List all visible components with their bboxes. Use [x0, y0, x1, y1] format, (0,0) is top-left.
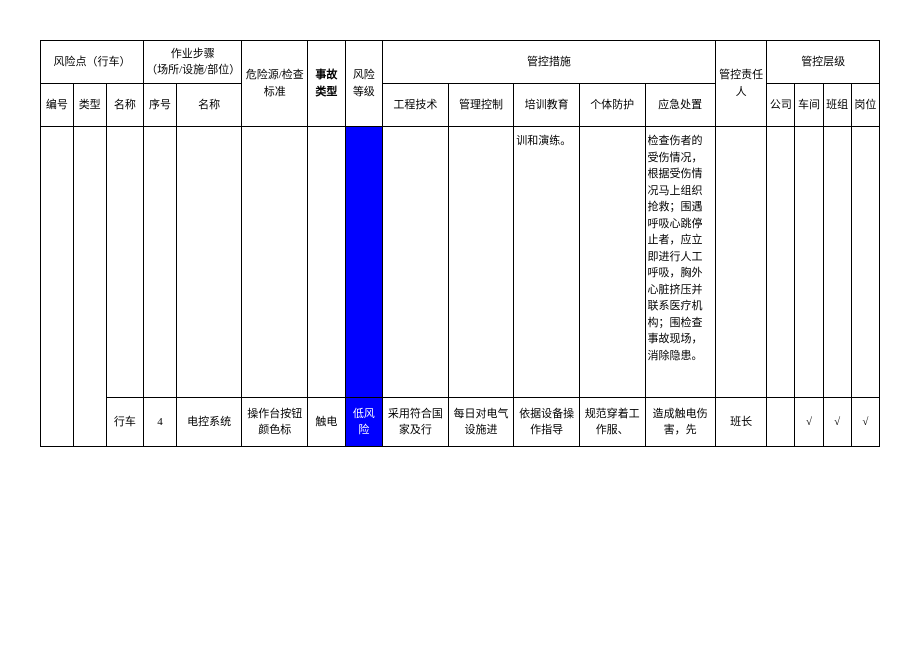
r2-gangwei: √	[851, 398, 879, 447]
r2-hazard: 操作台按钮颜色标	[242, 398, 308, 447]
hdr-leixing: 类型	[73, 84, 106, 127]
hdr-control-level: 管控层级	[767, 41, 880, 84]
hdr-responsible: 管控责任人	[715, 41, 767, 127]
r2-geti: 规范穿着工作服、	[579, 398, 645, 447]
r2-xuhao: 4	[144, 398, 177, 447]
r1-gongcheng	[383, 127, 449, 398]
r1-gangwei	[851, 127, 879, 398]
hdr-gangwei: 岗位	[851, 84, 879, 127]
r1-xuhao	[144, 127, 177, 398]
r1-guanli	[448, 127, 514, 398]
r2-chejian: √	[795, 398, 823, 447]
hdr-accident-type-text: 事故类型	[315, 69, 337, 98]
r2-mingcheng: 行车	[106, 398, 143, 447]
risk-table: 风险点（行车） 作业步骤 （场所/设施/部位） 危险源/检查标准 事故类型 风险…	[40, 40, 880, 447]
r2-responsible: 班长	[715, 398, 767, 447]
r1-accident	[308, 127, 345, 398]
hdr-work-step: 作业步骤 （场所/设施/部位）	[144, 41, 242, 84]
r1-bianhao	[41, 127, 74, 447]
hdr-geti: 个体防护	[579, 84, 645, 127]
hdr-gongsi: 公司	[767, 84, 795, 127]
r1-peixun: 训和演练。	[514, 127, 580, 398]
hdr-banzu: 班组	[823, 84, 851, 127]
r1-responsible	[715, 127, 767, 398]
hdr-risk-point: 风险点（行车）	[41, 41, 144, 84]
r1-step-name	[176, 127, 242, 398]
r1-chejian	[795, 127, 823, 398]
hdr-hazard: 危险源/检查标准	[242, 41, 308, 127]
data-row-2: 行车 4 电控系统 操作台按钮颜色标 触电 低风险 采用符合国家及行 每日对电气…	[41, 398, 880, 447]
r2-yingji: 造成触电伤害，先	[645, 398, 715, 447]
r1-banzu	[823, 127, 851, 398]
hdr-guanli: 管理控制	[448, 84, 514, 127]
hdr-mingcheng: 名称	[106, 84, 143, 127]
data-row-1: 训和演练。 检查伤者的受伤情况，根据受伤情况马上组织抢救；围遇呼吸心跳停止者，应…	[41, 127, 880, 398]
r1-geti	[579, 127, 645, 398]
r2-guanli: 每日对电气设施进	[448, 398, 514, 447]
hdr-peixun: 培训教育	[514, 84, 580, 127]
hdr-gongcheng: 工程技术	[383, 84, 449, 127]
r1-gongsi	[767, 127, 795, 398]
r2-banzu: √	[823, 398, 851, 447]
hdr-control-measures: 管控措施	[383, 41, 716, 84]
r1-hazard	[242, 127, 308, 398]
r2-risk-level: 低风险	[345, 398, 382, 447]
header-row-1: 风险点（行车） 作业步骤 （场所/设施/部位） 危险源/检查标准 事故类型 风险…	[41, 41, 880, 84]
r1-mingcheng	[106, 127, 143, 398]
hdr-accident-type: 事故类型	[308, 41, 345, 127]
r1-yingji: 检查伤者的受伤情况，根据受伤情况马上组织抢救；围遇呼吸心跳停止者，应立即进行人工…	[645, 127, 715, 398]
hdr-yingji: 应急处置	[645, 84, 715, 127]
hdr-chejian: 车间	[795, 84, 823, 127]
r1-leixing	[73, 127, 106, 447]
r1-risk-level	[345, 127, 382, 398]
hdr-xuhao: 序号	[144, 84, 177, 127]
r2-peixun: 依据设备操作指导	[514, 398, 580, 447]
r2-accident: 触电	[308, 398, 345, 447]
r2-gongcheng: 采用符合国家及行	[383, 398, 449, 447]
r2-step-name: 电控系统	[176, 398, 242, 447]
hdr-mingcheng2: 名称	[176, 84, 242, 127]
r2-gongsi	[767, 398, 795, 447]
hdr-risk-level: 风险等级	[345, 41, 382, 127]
hdr-bianhao: 编号	[41, 84, 74, 127]
